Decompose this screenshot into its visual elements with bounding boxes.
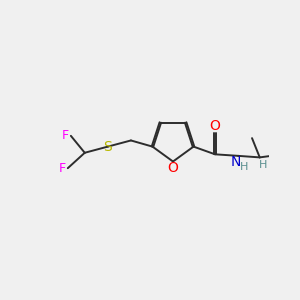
Text: H: H [259, 160, 267, 170]
Text: H: H [240, 162, 248, 172]
Text: F: F [59, 162, 66, 175]
Text: O: O [210, 119, 220, 133]
Text: S: S [103, 140, 112, 154]
Text: F: F [62, 129, 69, 142]
Text: N: N [231, 155, 241, 169]
Text: O: O [168, 161, 178, 175]
